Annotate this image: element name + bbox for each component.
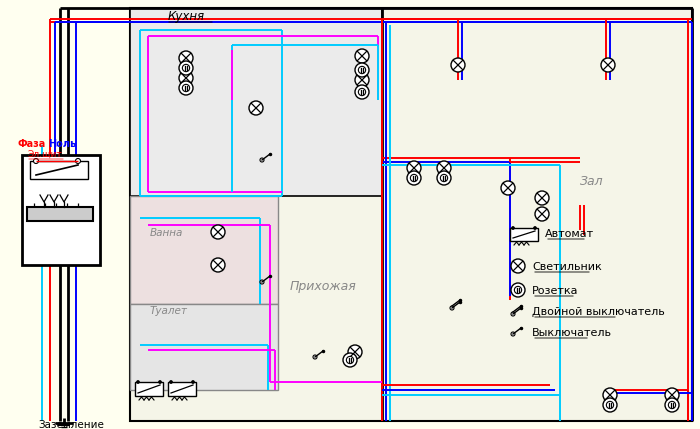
Circle shape — [192, 381, 195, 384]
Circle shape — [183, 64, 190, 72]
Circle shape — [603, 388, 617, 402]
Circle shape — [533, 227, 536, 230]
Bar — [130, 8, 692, 421]
Circle shape — [514, 287, 522, 293]
Circle shape — [34, 158, 38, 163]
Text: Эл.щит: Эл.щит — [28, 150, 63, 159]
Circle shape — [668, 402, 676, 409]
Circle shape — [343, 353, 357, 367]
Circle shape — [450, 306, 454, 310]
Circle shape — [355, 49, 369, 63]
Circle shape — [249, 101, 263, 115]
Bar — [130, 8, 382, 196]
Bar — [168, 382, 196, 396]
Circle shape — [76, 158, 80, 163]
Circle shape — [260, 158, 264, 162]
Circle shape — [410, 174, 418, 181]
Bar — [27, 207, 93, 221]
Text: Кухня: Кухня — [168, 10, 205, 23]
Circle shape — [665, 388, 679, 402]
Circle shape — [440, 174, 447, 181]
Circle shape — [451, 58, 465, 72]
Circle shape — [211, 225, 225, 239]
Bar — [135, 382, 163, 396]
Circle shape — [136, 381, 139, 384]
Circle shape — [535, 191, 549, 205]
Circle shape — [603, 398, 617, 412]
Circle shape — [606, 402, 614, 409]
Circle shape — [183, 85, 190, 92]
Circle shape — [437, 161, 451, 175]
Circle shape — [179, 71, 193, 85]
Bar — [130, 304, 278, 390]
Text: Светильник: Светильник — [532, 262, 602, 272]
Circle shape — [407, 171, 421, 185]
Circle shape — [665, 398, 679, 412]
Circle shape — [511, 312, 515, 316]
Text: Автомат: Автомат — [545, 229, 594, 239]
Circle shape — [355, 73, 369, 87]
Circle shape — [511, 332, 515, 336]
Circle shape — [179, 81, 193, 95]
Circle shape — [358, 66, 365, 74]
Text: Фаза: Фаза — [18, 139, 46, 149]
Circle shape — [535, 207, 549, 221]
Circle shape — [179, 51, 193, 65]
Circle shape — [601, 58, 615, 72]
Bar — [30, 161, 88, 179]
Bar — [510, 228, 538, 241]
Circle shape — [358, 88, 365, 96]
Circle shape — [348, 345, 362, 359]
Circle shape — [346, 356, 354, 364]
Circle shape — [313, 355, 317, 359]
Bar — [130, 196, 278, 304]
Text: Туалет: Туалет — [150, 306, 188, 316]
Text: Двойной выключатель: Двойной выключатель — [532, 307, 665, 317]
Circle shape — [437, 171, 451, 185]
Text: Заземление: Заземление — [38, 420, 104, 429]
Text: Зал: Зал — [580, 175, 603, 188]
Text: Прихожая: Прихожая — [290, 280, 357, 293]
Circle shape — [512, 227, 514, 230]
Circle shape — [158, 381, 162, 384]
Circle shape — [407, 161, 421, 175]
Text: Ноль: Ноль — [48, 139, 76, 149]
Circle shape — [169, 381, 172, 384]
Circle shape — [511, 259, 525, 273]
Circle shape — [179, 61, 193, 75]
Circle shape — [260, 280, 264, 284]
Circle shape — [355, 63, 369, 77]
Circle shape — [355, 85, 369, 99]
Text: Ванна: Ванна — [150, 228, 183, 238]
Bar — [22, 155, 100, 265]
Text: Розетка: Розетка — [532, 286, 578, 296]
Circle shape — [501, 181, 515, 195]
Circle shape — [511, 283, 525, 297]
Text: Выключатель: Выключатель — [532, 328, 612, 338]
Circle shape — [211, 258, 225, 272]
